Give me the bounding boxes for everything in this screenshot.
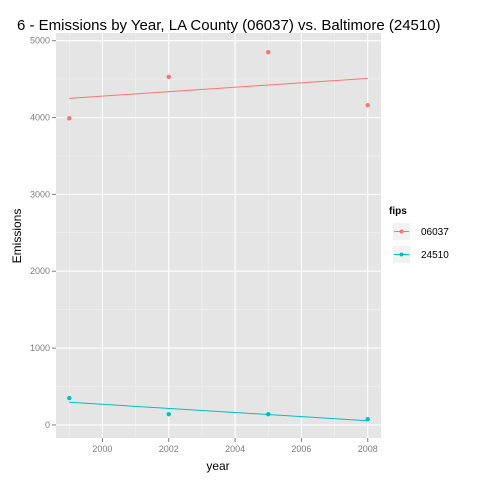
- data-point-06037: [67, 116, 72, 121]
- data-points: [67, 50, 370, 422]
- trend-lines: [69, 77, 368, 422]
- major-gridlines: [56, 33, 381, 438]
- legend-label: 06037: [421, 227, 449, 238]
- minor-gridlines: [56, 33, 381, 438]
- trend-line-24510: [69, 401, 368, 422]
- x-tick-label: 2006: [291, 444, 311, 454]
- x-tick-label: 2004: [225, 444, 245, 454]
- data-point-24510: [67, 395, 72, 401]
- y-tick-label: 3000: [30, 189, 50, 199]
- data-point-06037: [365, 103, 370, 108]
- data-point-24510: [266, 411, 271, 417]
- data-point-24510: [365, 416, 370, 422]
- y-tick-label: 1000: [30, 343, 50, 353]
- y-axis-ticks: 0 1000 2000 3000 4000 5000: [30, 36, 56, 430]
- x-tick-label: 2008: [358, 444, 378, 454]
- y-axis-title: Emissions: [10, 209, 24, 264]
- y-tick-label: 5000: [30, 36, 50, 46]
- x-axis-title: year: [206, 459, 229, 473]
- legend-key-point: [399, 229, 404, 234]
- plot-panel: [56, 33, 381, 438]
- legend-key-point: [399, 252, 404, 257]
- y-tick-label: 4000: [30, 113, 50, 123]
- data-point-06037: [166, 74, 171, 80]
- legend-label: 24510: [421, 250, 449, 261]
- y-tick-label: 0: [45, 420, 50, 430]
- data-point-24510: [166, 411, 171, 417]
- data-point-06037: [266, 50, 271, 55]
- legend-title: fips: [389, 206, 407, 217]
- x-tick-label: 2002: [159, 444, 179, 454]
- chart-title: 6 - Emissions by Year, LA County (06037)…: [17, 17, 441, 34]
- x-tick-label: 2000: [92, 444, 112, 454]
- trend-line-06037: [69, 77, 368, 99]
- x-axis-ticks: 2000 2002 2004 2006 2008: [92, 438, 378, 454]
- legend-items: 06037 24510: [393, 223, 449, 263]
- y-tick-label: 2000: [30, 266, 50, 276]
- legend: fips 06037 24510: [389, 206, 449, 263]
